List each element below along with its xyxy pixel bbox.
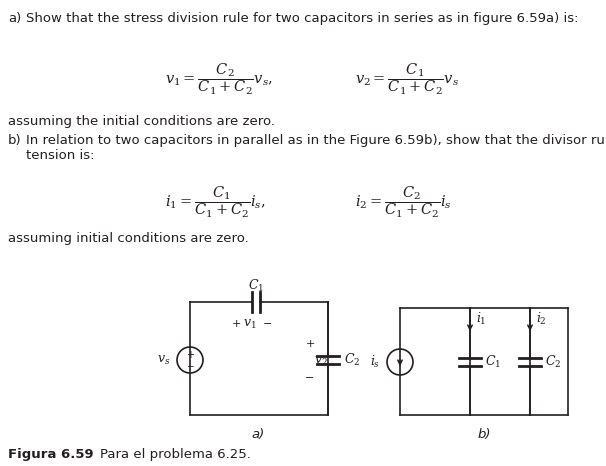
Text: Para el problema 6.25.: Para el problema 6.25.: [83, 448, 251, 461]
Text: assuming the initial conditions are zero.: assuming the initial conditions are zero…: [8, 115, 275, 128]
Text: $C_2$: $C_2$: [344, 352, 361, 368]
Text: $i_1$: $i_1$: [476, 311, 487, 327]
Text: Show that the stress division rule for two capacitors in series as in figure 6.5: Show that the stress division rule for t…: [26, 12, 579, 25]
Text: b): b): [478, 428, 491, 441]
Text: b): b): [8, 134, 22, 147]
Text: tension is:: tension is:: [26, 149, 95, 162]
Text: $v_1 = \dfrac{C_2}{C_1 + C_2}v_{s},$: $v_1 = \dfrac{C_2}{C_1 + C_2}v_{s},$: [165, 62, 273, 97]
Text: +: +: [186, 350, 194, 360]
Text: $v_2 = \dfrac{C_1}{C_1 + C_2}v_{s}$: $v_2 = \dfrac{C_1}{C_1 + C_2}v_{s}$: [355, 62, 459, 97]
Text: a): a): [251, 428, 265, 441]
Text: $C_2$: $C_2$: [545, 354, 561, 370]
Text: Figura 6.59: Figura 6.59: [8, 448, 93, 461]
Text: $C_1$: $C_1$: [485, 354, 501, 370]
Text: $v_2$: $v_2$: [314, 355, 328, 368]
Text: $i_2$: $i_2$: [536, 311, 547, 327]
Text: $i_s$: $i_s$: [370, 354, 380, 370]
Text: In relation to two capacitors in parallel as in the Figure 6.59b), show that the: In relation to two capacitors in paralle…: [26, 134, 606, 147]
Text: $i_1 = \dfrac{C_1}{C_1 + C_2}i_{s},$: $i_1 = \dfrac{C_1}{C_1 + C_2}i_{s},$: [165, 185, 266, 220]
Text: $i_2 = \dfrac{C_2}{C_1 + C_2}i_{s}$: $i_2 = \dfrac{C_2}{C_1 + C_2}i_{s}$: [355, 185, 452, 220]
Text: −: −: [264, 319, 273, 329]
Text: −: −: [305, 373, 315, 383]
Text: $v_1$: $v_1$: [243, 317, 257, 330]
Text: +: +: [231, 319, 241, 329]
Text: assuming initial conditions are zero.: assuming initial conditions are zero.: [8, 232, 248, 245]
Text: $v_s$: $v_s$: [157, 353, 170, 367]
Text: −: −: [186, 362, 194, 370]
Text: $C_1$: $C_1$: [248, 278, 264, 294]
Text: +: +: [305, 339, 315, 349]
Text: a): a): [8, 12, 21, 25]
